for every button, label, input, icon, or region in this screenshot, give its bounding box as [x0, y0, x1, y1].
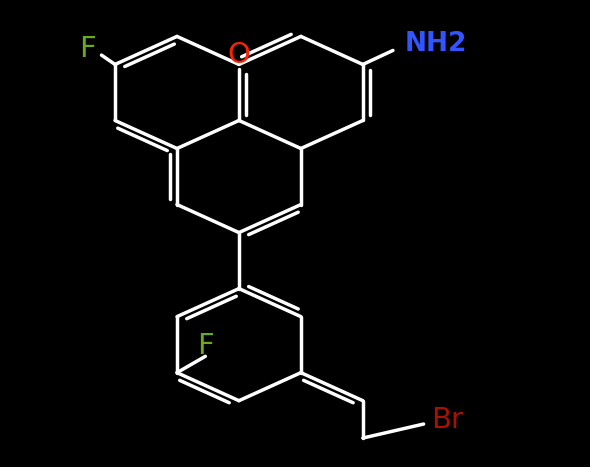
- Text: F: F: [79, 35, 96, 63]
- Text: F: F: [197, 332, 214, 360]
- Text: Br: Br: [431, 406, 463, 434]
- Text: NH2: NH2: [404, 31, 467, 57]
- Text: O: O: [228, 41, 250, 69]
